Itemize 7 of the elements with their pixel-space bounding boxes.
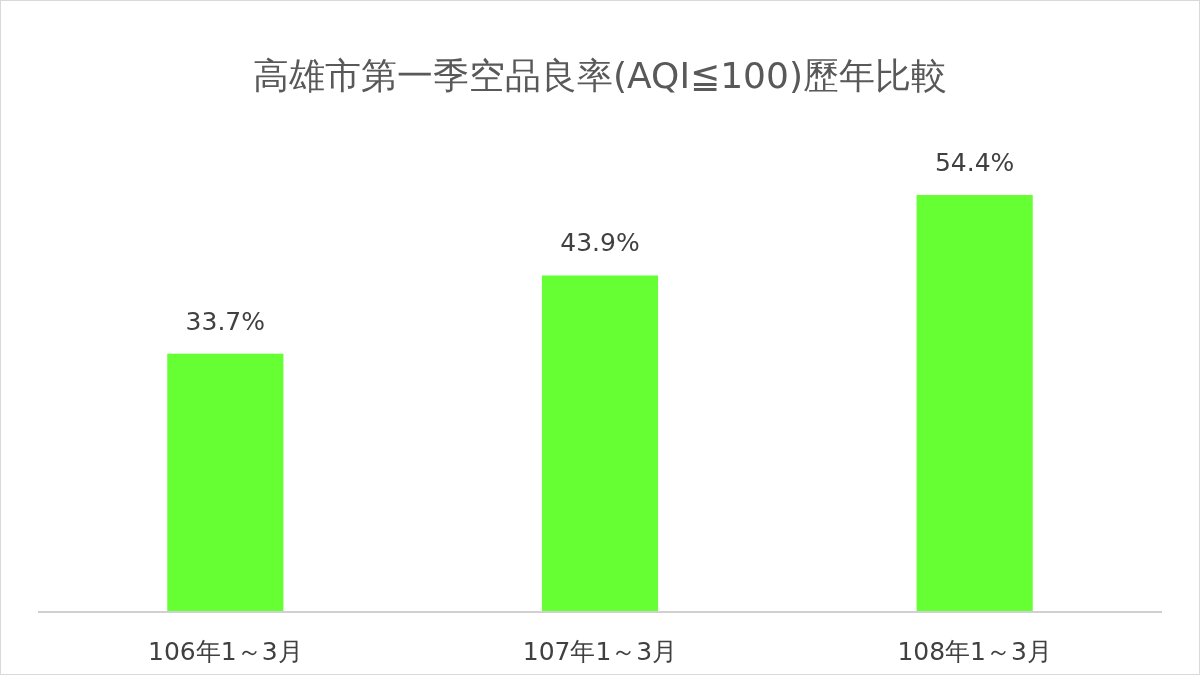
x-tick-label: 107年1～3月 xyxy=(522,637,678,666)
x-tick-label: 106年1～3月 xyxy=(148,637,303,666)
data-label: 54.4% xyxy=(934,148,1015,177)
data-label: 33.7% xyxy=(185,306,266,336)
x-tick-label: 108年1～3月 xyxy=(897,637,1052,666)
data-label: 43.9% xyxy=(560,228,640,258)
chart-title: 高雄市第一季空品良率(AQI≦100)歷年比較 xyxy=(253,55,947,96)
